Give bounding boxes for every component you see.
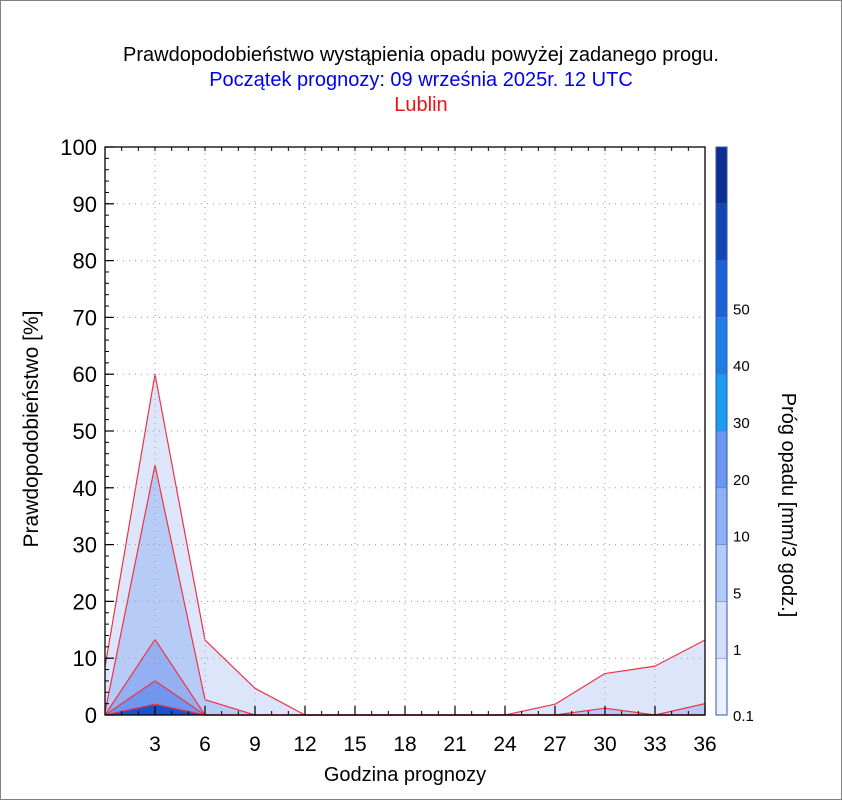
y-tick-label: 40 <box>73 476 97 501</box>
colorbar-segment <box>716 374 727 431</box>
area-series-20 <box>105 704 705 715</box>
y-tick-label: 30 <box>73 533 97 558</box>
x-tick-label: 21 <box>443 733 466 756</box>
x-tick-label: 18 <box>393 733 416 756</box>
x-tick-label: 6 <box>199 733 211 756</box>
colorbar-label: 20 <box>733 472 750 489</box>
x-tick-label: 33 <box>643 733 666 756</box>
colorbar-segment <box>716 658 727 715</box>
colorbar-label: 10 <box>733 529 750 546</box>
x-tick-label: 12 <box>293 733 316 756</box>
y-tick-label: 10 <box>73 646 97 671</box>
colorbar-label: 0.1 <box>733 708 754 725</box>
x-axis-label: Godzina prognozy <box>324 764 486 786</box>
y-tick-label: 90 <box>73 192 97 217</box>
colorbar-title: Próg opadu [mm/3 godz.] <box>777 393 799 618</box>
colorbar-segment <box>716 147 727 204</box>
y-tick-label: 0 <box>85 703 97 728</box>
colorbar-segment <box>716 487 727 545</box>
x-tick-label: 3 <box>149 733 161 756</box>
colorbar-label: 1 <box>733 642 741 659</box>
y-tick-label: 100 <box>60 135 97 160</box>
colorbar-segment <box>716 544 727 602</box>
colorbar-segment <box>716 317 727 375</box>
colorbar-segment <box>716 260 727 318</box>
colorbar-segment <box>716 431 727 488</box>
y-tick-label: 20 <box>73 589 97 614</box>
y-tick-label: 80 <box>73 249 97 274</box>
y-tick-label: 70 <box>73 305 97 330</box>
colorbar-label: 40 <box>733 358 750 375</box>
x-tick-label: 30 <box>593 733 616 756</box>
colorbar-segment <box>716 203 727 261</box>
chart-title: Prawdopodobieństwo wystąpienia opadu pow… <box>123 44 719 66</box>
x-tick-label: 24 <box>493 733 517 756</box>
x-tick-label: 9 <box>249 733 261 756</box>
colorbar-label: 50 <box>733 301 750 318</box>
colorbar-label: 5 <box>733 585 741 602</box>
x-tick-label: 36 <box>693 733 716 756</box>
x-tick-label: 27 <box>543 733 566 756</box>
y-tick-label: 60 <box>73 362 97 387</box>
x-tick-label: 15 <box>343 733 366 756</box>
chart-location: Lublin <box>394 94 448 116</box>
colorbar-label: 30 <box>733 415 750 432</box>
y-tick-label: 50 <box>73 419 97 444</box>
colorbar-segment <box>716 601 727 659</box>
y-axis-label: Prawdopodobieństwo [%] <box>20 311 43 548</box>
chart-subtitle: Początek prognozy: 09 września 2025r. 12… <box>209 69 633 91</box>
